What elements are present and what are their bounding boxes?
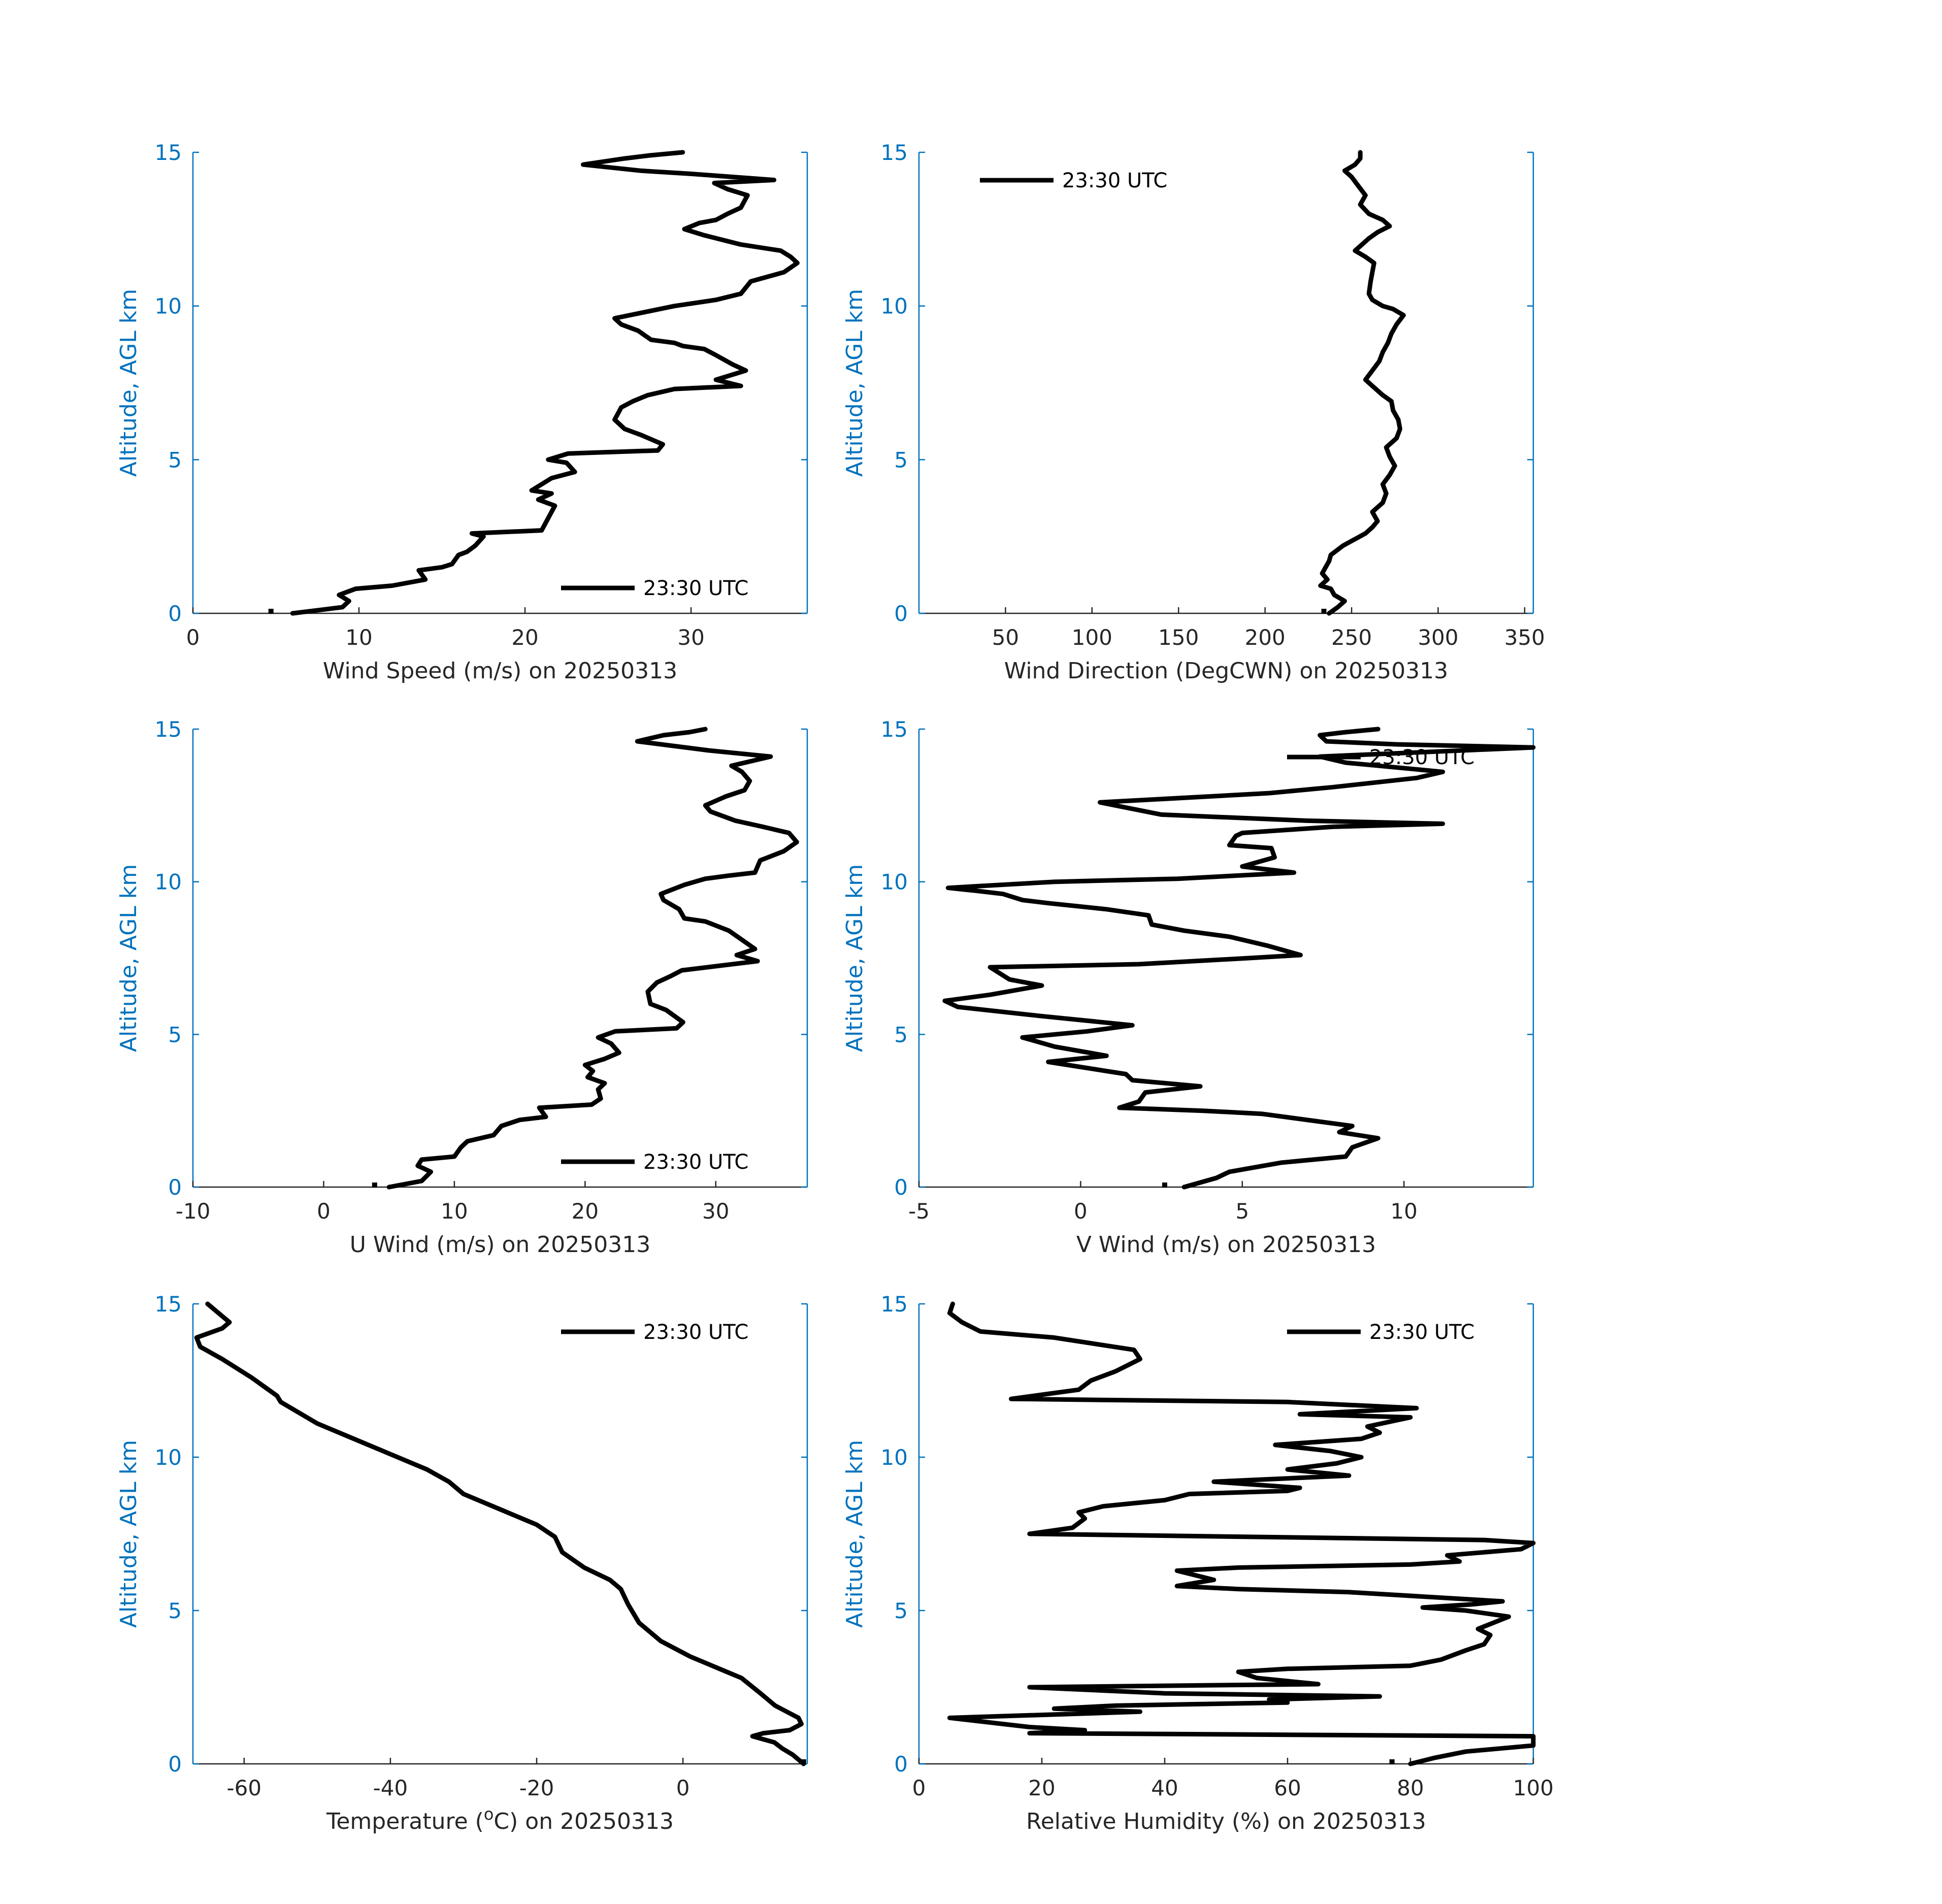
legend-label: 23:30 UTC: [643, 577, 748, 600]
y-tick-label: 10: [881, 1445, 908, 1470]
x-tick-label: 5: [1235, 1199, 1249, 1224]
x-tick-label: 80: [1397, 1776, 1424, 1800]
y-tick-label: 5: [894, 1598, 908, 1623]
y-tick-label: 15: [881, 717, 908, 742]
y-tick-label: 10: [155, 870, 182, 895]
y-axis-label: Altitude, AGL km: [842, 864, 868, 1052]
x-tick-label: -10: [176, 1199, 211, 1224]
x-tick-label: 0: [317, 1199, 331, 1224]
y-tick-label: 5: [168, 1022, 182, 1047]
x-tick-label: 10: [345, 625, 372, 650]
y-tick-label: 0: [168, 1175, 182, 1200]
y-tick-label: 0: [894, 1752, 908, 1777]
x-tick-label: 50: [992, 625, 1019, 650]
y-tick-label: 5: [894, 447, 908, 472]
x-tick-label: 10: [1391, 1199, 1418, 1224]
x-axis-label: U Wind (m/s) on 20250313: [350, 1232, 650, 1258]
legend: 23:30 UTC: [1287, 746, 1474, 769]
series-line: [194, 1301, 806, 1766]
x-tick-label: 100: [1072, 625, 1112, 650]
y-tick-label: 0: [894, 601, 908, 626]
legend: 23:30 UTC: [1287, 1321, 1474, 1344]
y-tick-label: 10: [155, 1445, 182, 1470]
y-tick-label: 0: [168, 1752, 182, 1777]
x-tick-label: 150: [1158, 625, 1199, 650]
y-tick-label: 5: [894, 1022, 908, 1047]
surface-marker: [1162, 1183, 1167, 1188]
y-tick-label: 15: [881, 1292, 908, 1317]
x-tick-label: 300: [1418, 625, 1458, 650]
legend-label: 23:30 UTC: [1369, 746, 1474, 769]
y-tick-label: 0: [168, 601, 182, 626]
x-tick-label: 60: [1274, 1776, 1301, 1800]
x-tick-label: -40: [373, 1776, 408, 1800]
series-line: [290, 150, 800, 616]
y-tick-label: 5: [168, 1598, 182, 1623]
y-axis-label: Altitude, AGL km: [116, 864, 142, 1052]
y-axis-label: Altitude, AGL km: [116, 289, 142, 477]
y-tick-label: 15: [881, 140, 908, 165]
x-tick-label: -60: [227, 1776, 262, 1800]
x-tick-label: -5: [908, 1199, 930, 1224]
series-line: [386, 727, 799, 1190]
y-tick-label: 5: [168, 447, 182, 472]
series-line: [1318, 150, 1406, 616]
series-line: [942, 727, 1536, 1190]
x-tick-label: 0: [676, 1776, 690, 1800]
legend: 23:30 UTC: [561, 577, 748, 600]
x-tick-label: 200: [1245, 625, 1286, 650]
y-tick-label: 15: [155, 717, 182, 742]
y-tick-label: 15: [155, 140, 182, 165]
surface-marker: [1389, 1759, 1395, 1764]
x-axis-label: Relative Humidity (%) on 20250313: [1026, 1809, 1426, 1834]
chart-panel-2: 0 5 10 15 50 100 150 200 250 300 350 Wind Direction…: [842, 140, 1545, 684]
x-tick-label: -20: [519, 1776, 554, 1800]
legend: 23:30 UTC: [980, 169, 1167, 192]
x-axis-label: V Wind (m/s) on 20250313: [1076, 1232, 1376, 1258]
x-tick-label: 30: [677, 625, 704, 650]
legend-label: 23:30 UTC: [643, 1151, 748, 1174]
surface-marker: [268, 609, 274, 614]
x-tick-label: 350: [1504, 625, 1545, 650]
x-tick-label: 20: [1028, 1776, 1055, 1800]
y-tick-label: 10: [155, 294, 182, 319]
legend-label: 23:30 UTC: [643, 1321, 748, 1344]
y-tick-label: 15: [155, 1292, 182, 1317]
x-tick-label: 250: [1331, 625, 1372, 650]
surface-marker: [801, 1759, 806, 1764]
x-tick-label: 30: [702, 1199, 729, 1224]
y-tick-label: 10: [881, 294, 908, 319]
chart-panel-6: 0 5 10 15 0 20 40 60 80 100 Relative Humidity (%) …: [842, 1292, 1554, 1834]
legend-label: 23:30 UTC: [1369, 1321, 1474, 1344]
legend-label: 23:30 UTC: [1062, 169, 1167, 192]
y-axis-label: Altitude, AGL km: [842, 289, 868, 477]
surface-marker: [1321, 609, 1327, 614]
series-line: [947, 1301, 1536, 1766]
x-axis-label: Wind Speed (m/s) on 20250313: [323, 658, 677, 684]
y-tick-label: 10: [881, 870, 908, 895]
x-tick-label: 40: [1151, 1776, 1178, 1800]
y-axis-label: Altitude, AGL km: [116, 1440, 142, 1628]
x-tick-label: 10: [441, 1199, 468, 1224]
y-axis-label: Altitude, AGL km: [842, 1440, 868, 1628]
x-axis-label: Temperature (oC) on 20250313: [326, 1804, 674, 1834]
legend: 23:30 UTC: [561, 1321, 748, 1344]
x-tick-label: 0: [186, 625, 200, 650]
x-tick-label: 20: [511, 625, 538, 650]
x-tick-label: 20: [572, 1199, 599, 1224]
x-tick-label: 100: [1513, 1776, 1554, 1800]
surface-marker: [372, 1183, 377, 1188]
x-axis-label: Wind Direction (DegCWN) on 20250313: [1004, 658, 1448, 684]
x-tick-label: 0: [912, 1776, 926, 1800]
x-tick-label: 0: [1074, 1199, 1088, 1224]
legend: 23:30 UTC: [561, 1151, 748, 1174]
y-tick-label: 0: [894, 1175, 908, 1200]
